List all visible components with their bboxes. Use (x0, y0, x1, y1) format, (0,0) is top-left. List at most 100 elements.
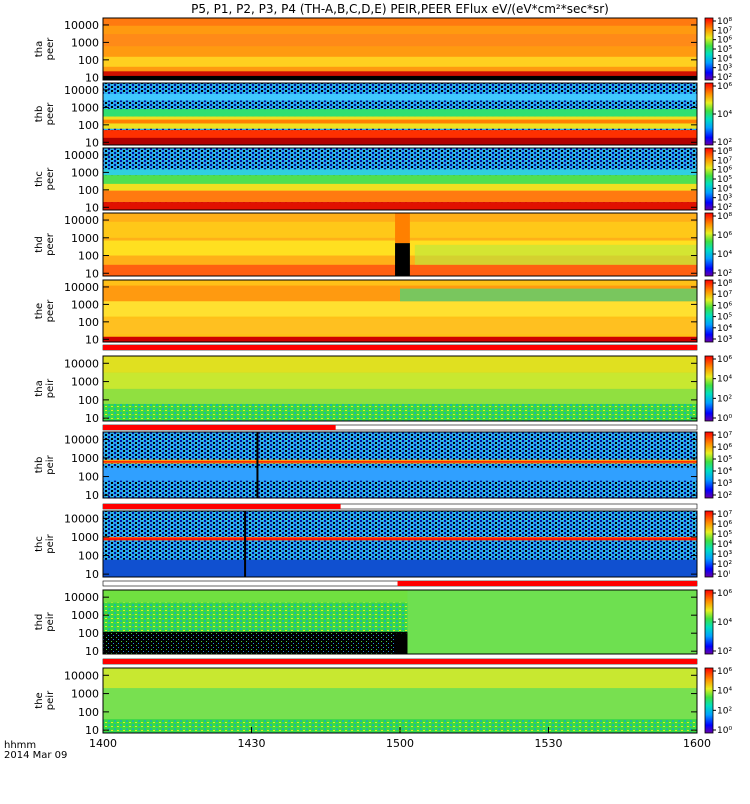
colorbar-tick-label: 10² (717, 706, 732, 716)
y-tick-label: 10000 (64, 19, 99, 32)
energy-band (103, 538, 697, 540)
colorbar-tick-label: 10³ (717, 550, 732, 560)
x-tick-label: 1600 (683, 737, 711, 750)
x-tick-label: 1430 (238, 737, 266, 750)
energy-band (103, 175, 697, 185)
y-axis-label: thc (34, 171, 45, 187)
colorbar-tick-label: 10⁴ (717, 54, 732, 64)
panel-frame (102, 431, 698, 499)
spectrogram-image (103, 280, 697, 342)
y-axis-label: peer (45, 299, 56, 323)
energy-band (103, 356, 697, 373)
x-axis: 1400 1430 1500 1530 1600 (89, 727, 711, 750)
colorbar-tick-label: 10⁴ (717, 184, 732, 194)
colorbar-tick-label: 10² (717, 491, 732, 501)
colorbar-scale (704, 355, 714, 422)
energy-band (103, 75, 697, 80)
colorbar-tick-label: 10⁴ (717, 687, 732, 697)
colorbar-tick-label: 10⁴ (717, 618, 732, 628)
y-axis-label: peer (45, 167, 56, 191)
y-tick-label: 10000 (64, 281, 99, 294)
colorbar-tick-label: 10⁵ (717, 530, 732, 540)
colorbar-tick-label: 10⁸ (717, 17, 732, 27)
y-axis-label: thd (34, 614, 45, 631)
panel-tha-peir: 10 100 1000 10000 tha peir 10⁰ 10² 10⁴ 10⁶ (34, 355, 732, 431)
y-axis-label: tha (34, 380, 45, 396)
colorbar-tick-label: 10³ (717, 64, 732, 74)
colorbar-tick-label: 10² (717, 647, 732, 657)
panel-frame (102, 510, 698, 578)
y-axis: 10 100 1000 10000 (64, 591, 697, 658)
colorbar-tick-label: 10⁶ (717, 355, 732, 365)
energy-band (103, 93, 697, 101)
y-axis: 10 100 1000 10000 (64, 281, 697, 346)
panel-the-peir: 10 100 1000 10000 the peir 10⁰ 10² 10⁴ 10⁶ (34, 667, 732, 737)
panel-frame (102, 82, 698, 146)
energy-band (103, 18, 697, 26)
colorbar-tick-label: 10⁷ (717, 156, 732, 166)
panel-frame (102, 147, 698, 211)
panel-frame (102, 355, 698, 422)
flag-bar-segment (103, 345, 697, 350)
colorbar-tick-label: 10⁶ (717, 36, 732, 46)
y-tick-label: 1000 (71, 101, 99, 114)
y-axis: 10 100 1000 10000 (64, 357, 697, 425)
energy-band (103, 668, 697, 689)
y-tick-label: 10000 (64, 214, 99, 227)
y-tick-label: 100 (78, 184, 99, 197)
spectrogram-image (103, 18, 697, 80)
colorbar: 10² 10⁴ 10⁶ (704, 82, 732, 148)
colorbar-tick-label: 10⁰ (717, 726, 732, 736)
colorbar-tick-label: 10⁶ (717, 166, 732, 176)
y-tick-label: 10 (85, 201, 99, 214)
y-tick-label: 10 (85, 71, 99, 84)
flag-bar (102, 424, 698, 431)
data-gap-upper (395, 213, 410, 244)
data-gap-line (244, 511, 247, 577)
flag-bar-segment (397, 581, 697, 586)
flag-bar (102, 580, 698, 587)
colorbar-tick-label: 10⁴ (717, 110, 732, 120)
y-axis-label: peer (45, 232, 56, 256)
x-axis-label-line-1: hhmm (4, 740, 36, 751)
colorbar: 10⁰ 10² 10⁴ 10⁶ (704, 355, 732, 424)
y-tick-label: 1000 (71, 609, 99, 622)
colorbar-tick-label: 10⁷ (717, 290, 732, 300)
figure-title: P5, P1, P2, P3, P4 (TH-A,B,C,D,E) PEIR,P… (191, 2, 609, 16)
colorbar-tick-label: 10ⁱ (717, 570, 730, 580)
energy-band (103, 119, 697, 124)
colorbar-scale (704, 147, 714, 211)
y-tick-label: 10000 (64, 669, 99, 682)
y-tick-label: 100 (78, 471, 99, 484)
data-gap-lower (395, 633, 408, 654)
spectrogram-image (103, 83, 697, 145)
colorbar-tick-label: 10⁷ (717, 431, 732, 441)
y-tick-label: 100 (78, 706, 99, 719)
y-axis: 10 100 1000 10000 (64, 19, 697, 84)
x-tick-label: 1530 (535, 737, 563, 750)
spectrogram-image (103, 148, 697, 210)
data-gap-line (256, 432, 259, 498)
spectrogram-image (103, 432, 697, 498)
y-axis: 10 100 1000 10000 (64, 214, 697, 280)
colorbar-scale (704, 279, 714, 343)
flag-bar (102, 503, 698, 510)
colorbar-tick-label: 10⁵ (717, 175, 732, 185)
colorbar-tick-label: 10⁵ (717, 455, 732, 465)
data-gap-lower (395, 243, 410, 276)
y-axis-label: peer (45, 102, 56, 126)
y-axis-label: peir (45, 378, 56, 398)
y-tick-label: 10 (85, 724, 99, 737)
spectrogram-image (103, 668, 697, 733)
y-tick-label: 10000 (64, 512, 99, 525)
colorbar: 10² 10⁴ 10⁶ (704, 589, 732, 657)
colorbar: 10² 10⁴ 10⁶ 10⁸ (704, 212, 732, 279)
spectrogram-image (103, 590, 697, 654)
energy-band (103, 109, 697, 117)
